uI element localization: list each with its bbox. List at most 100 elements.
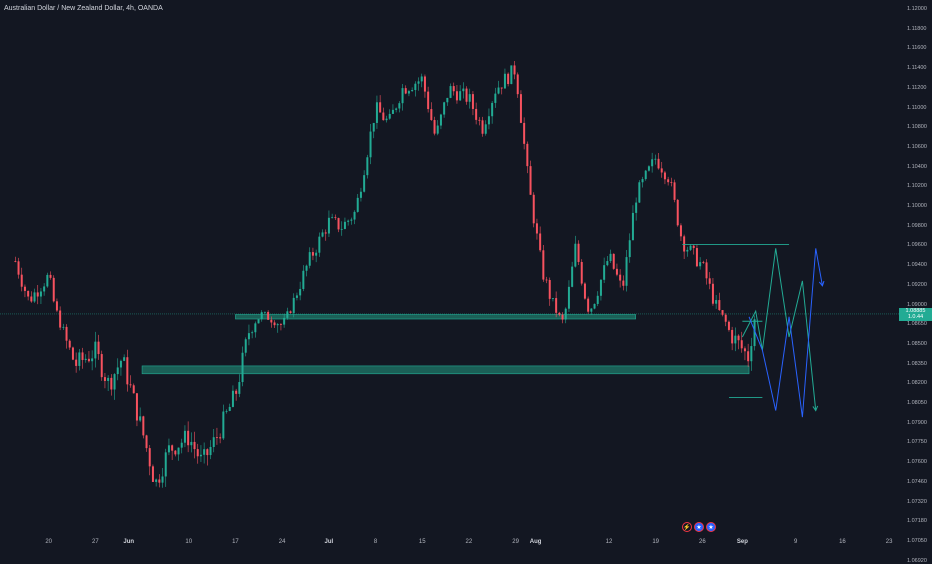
candle-body: [97, 341, 100, 355]
candle-body: [369, 131, 372, 158]
x-tick-label: Aug: [529, 539, 542, 545]
candle-body: [603, 265, 606, 280]
candle-body: [46, 274, 49, 287]
candle-body: [84, 358, 87, 360]
x-tick-label: 17: [232, 539, 239, 545]
candle-body: [647, 166, 650, 171]
candle-body: [331, 217, 334, 219]
candle-body: [721, 310, 724, 315]
candle-body: [199, 454, 202, 457]
candle-body: [657, 158, 660, 169]
candle-body: [743, 348, 746, 352]
candle-body: [519, 94, 522, 123]
candle-body: [686, 249, 689, 252]
y-tick-label: 1.10600: [907, 143, 927, 150]
current-price-countdown: 1.0.44: [907, 313, 924, 320]
candle-body: [292, 297, 295, 313]
x-tick-label: 29: [512, 539, 519, 545]
y-tick-label: 1.07600: [907, 459, 927, 466]
candle-body: [503, 73, 506, 89]
candle-body: [628, 240, 631, 258]
candle-body: [62, 326, 65, 328]
y-tick-label: 1.11600: [907, 45, 927, 52]
candle-body: [705, 262, 708, 279]
x-tick-label: 12: [605, 539, 613, 545]
candle-body: [542, 250, 545, 280]
candle-body: [676, 199, 679, 226]
candle-body: [126, 357, 129, 385]
y-tick-label: 1.09400: [907, 262, 927, 269]
candle-body: [516, 74, 519, 95]
candle-body: [731, 329, 734, 344]
candle-body: [135, 393, 138, 421]
candle-body: [299, 288, 302, 296]
x-tick-label: Jul: [324, 539, 334, 545]
candle-body: [449, 86, 452, 98]
y-tick-label: 1.08500: [907, 340, 927, 347]
candle-body: [363, 175, 366, 192]
candle-body: [231, 390, 234, 407]
candle-body: [71, 347, 74, 360]
candle-body: [180, 442, 183, 448]
candle-body: [295, 295, 298, 298]
candle-body: [251, 332, 254, 334]
candle-body: [747, 351, 750, 362]
candle-body: [270, 319, 273, 323]
y-tick-label: 1.09000: [907, 301, 927, 308]
candle-body: [36, 292, 39, 297]
candle-body: [343, 221, 346, 229]
candle-body: [395, 108, 398, 110]
price-chart[interactable]: [0, 0, 932, 550]
candle-body: [139, 416, 142, 421]
candle-body: [123, 357, 126, 361]
candle-body: [679, 225, 682, 237]
y-tick-label: 1.08050: [907, 400, 927, 406]
candle-body: [260, 312, 263, 320]
candle-body: [494, 93, 497, 103]
candle-body: [148, 448, 151, 467]
candle-body: [523, 122, 526, 144]
candle-body: [577, 243, 580, 262]
support-zone: [141, 365, 750, 375]
x-tick-label: Sep: [736, 539, 748, 545]
y-tick-label: 1.09600: [907, 242, 927, 249]
y-tick-label: 1.11200: [907, 84, 927, 91]
candle-body: [289, 311, 292, 313]
candle-body: [257, 319, 260, 324]
candle-body: [142, 416, 145, 436]
candle-body: [155, 479, 158, 482]
flag-icon-nz[interactable]: ★: [706, 522, 716, 532]
candle-body: [375, 102, 378, 123]
candle-body: [555, 298, 558, 313]
candle-body: [439, 114, 442, 126]
candle-body: [196, 449, 199, 457]
candle-body: [68, 340, 71, 348]
candle-body: [596, 295, 599, 304]
candle-body: [641, 179, 644, 183]
candle-body: [404, 88, 407, 94]
y-tick-label: 1.09200: [907, 281, 927, 288]
y-tick-label: 1.12000: [907, 6, 927, 12]
candle-body: [673, 182, 676, 200]
candle-body: [315, 252, 318, 256]
candle-body: [737, 335, 740, 341]
candle-body: [116, 367, 119, 375]
candle-body: [654, 158, 657, 160]
candle-body: [564, 308, 567, 320]
candle-body: [606, 261, 609, 266]
y-tick-label: 1.07180: [907, 518, 927, 525]
flag-icon-au[interactable]: ★: [694, 522, 704, 532]
candle-body: [513, 65, 516, 75]
candle-body: [718, 300, 721, 311]
candle-body: [740, 340, 743, 349]
x-tick-label: 19: [652, 539, 659, 545]
candle-body: [708, 278, 711, 284]
lightning-icon[interactable]: ⚡: [682, 522, 692, 532]
candle-body: [427, 91, 430, 110]
candle-body: [663, 172, 666, 180]
candle-body: [724, 314, 727, 322]
candle-body: [478, 119, 481, 121]
candle-body: [52, 277, 55, 302]
candle-body: [305, 265, 308, 271]
candle-body: [382, 112, 385, 121]
